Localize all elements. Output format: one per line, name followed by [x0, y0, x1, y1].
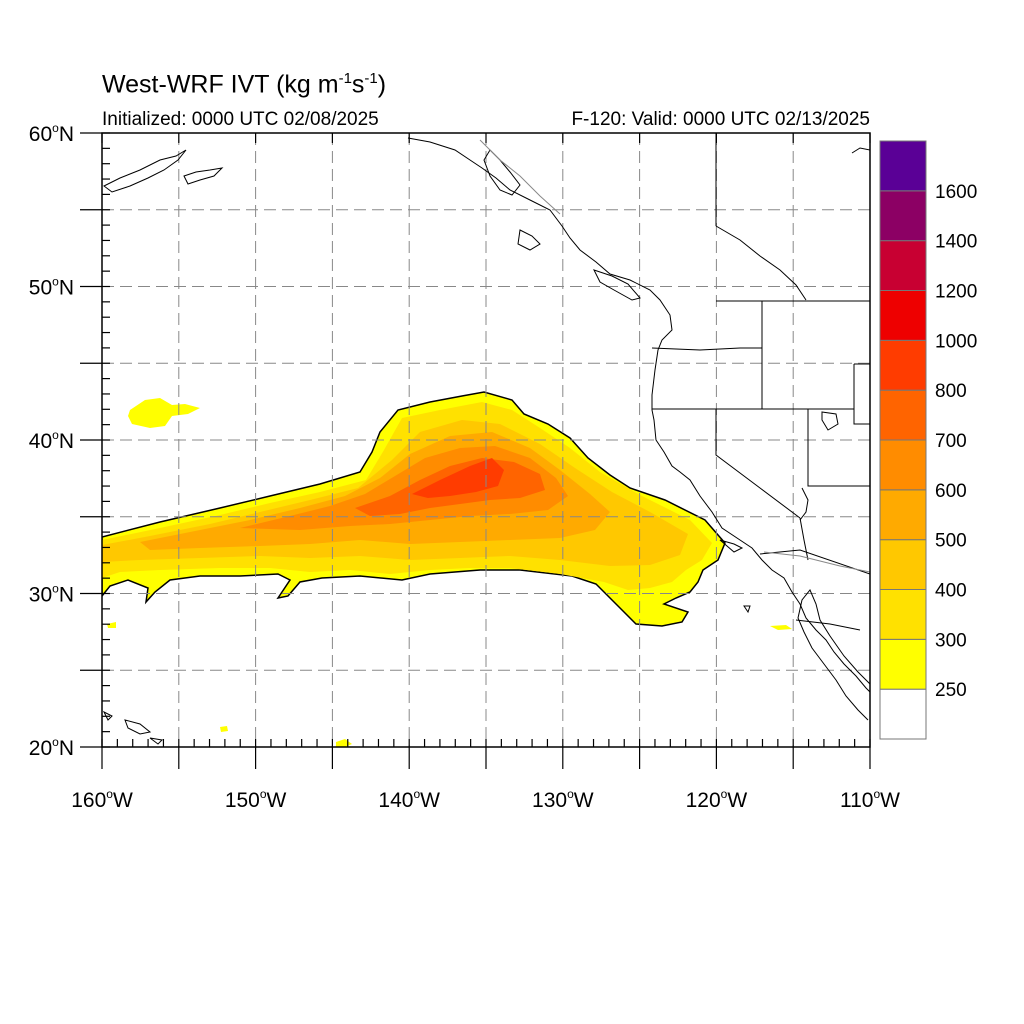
colorbar-box — [879, 439, 927, 491]
initialized-time: Initialized: 0000 UTC 02/08/2025 — [102, 109, 379, 130]
lat-tick-label: 40oN — [29, 428, 74, 453]
colorbar-box — [879, 539, 927, 591]
colorbar-label: 600 — [935, 481, 967, 502]
colorbar-box — [879, 240, 927, 292]
ivt-patch-north — [128, 398, 200, 428]
lat-tick-label: 20oN — [29, 735, 74, 760]
lon-tick-label: 130oW — [532, 787, 594, 812]
chart-title: West-WRF IVT (kg m-1s-1) — [102, 70, 387, 99]
colorbar-label: 1000 — [935, 331, 977, 352]
ivt-field — [102, 391, 792, 747]
colorbar-label: 300 — [935, 630, 967, 651]
ivt-patch-west — [107, 622, 116, 628]
lon-tick-label: 150oW — [225, 787, 287, 812]
lat-tick-label: 30oN — [29, 582, 74, 607]
colorbar-label: 1400 — [935, 232, 977, 253]
colorbar-box — [879, 589, 927, 640]
lon-tick-label: 140oW — [378, 787, 440, 812]
colorbar-box — [879, 489, 927, 541]
ivt-patch-south-1 — [336, 739, 352, 747]
coastline — [102, 137, 870, 745]
ivt-patch-south-2 — [770, 625, 792, 630]
axis-labels: 60oN 50oN 40oN 30oN 20oN 160oW 150oW 140oW 130oW… — [29, 121, 900, 812]
colorbar-label: 1200 — [935, 282, 977, 303]
colorbar-box — [879, 339, 927, 391]
lon-tick-label: 120oW — [686, 787, 748, 812]
colorbar-box — [879, 290, 927, 341]
colorbar-box — [879, 688, 927, 740]
colorbar-label: 500 — [935, 531, 967, 552]
grid-lines — [102, 133, 870, 747]
lat-tick-label: 60oN — [29, 121, 74, 146]
valid-time: F-120: Valid: 0000 UTC 02/13/2025 — [571, 109, 870, 130]
colorbar-label: 700 — [935, 431, 967, 452]
colorbar-box — [879, 140, 927, 192]
axis-ticks — [80, 132, 871, 769]
colorbar-label: 400 — [935, 581, 967, 602]
colorbar: 250 300 400 500 600 700 800 1000 1200 1400 1600 — [879, 140, 977, 740]
lon-tick-label: 160oW — [71, 787, 133, 812]
colorbar-label: 800 — [935, 381, 967, 402]
lon-tick-label: 110oW — [840, 787, 900, 812]
colorbar-label: 1600 — [935, 182, 977, 203]
colorbar-box — [879, 638, 927, 690]
ivt-patch-south-3 — [220, 726, 228, 732]
colorbar-label: 250 — [935, 680, 967, 701]
colorbar-box — [879, 389, 927, 441]
state-borders-gray — [479, 139, 871, 573]
ivt-contour-800 — [412, 458, 504, 498]
colorbar-box — [879, 190, 927, 242]
lat-tick-label: 50oN — [29, 275, 74, 300]
